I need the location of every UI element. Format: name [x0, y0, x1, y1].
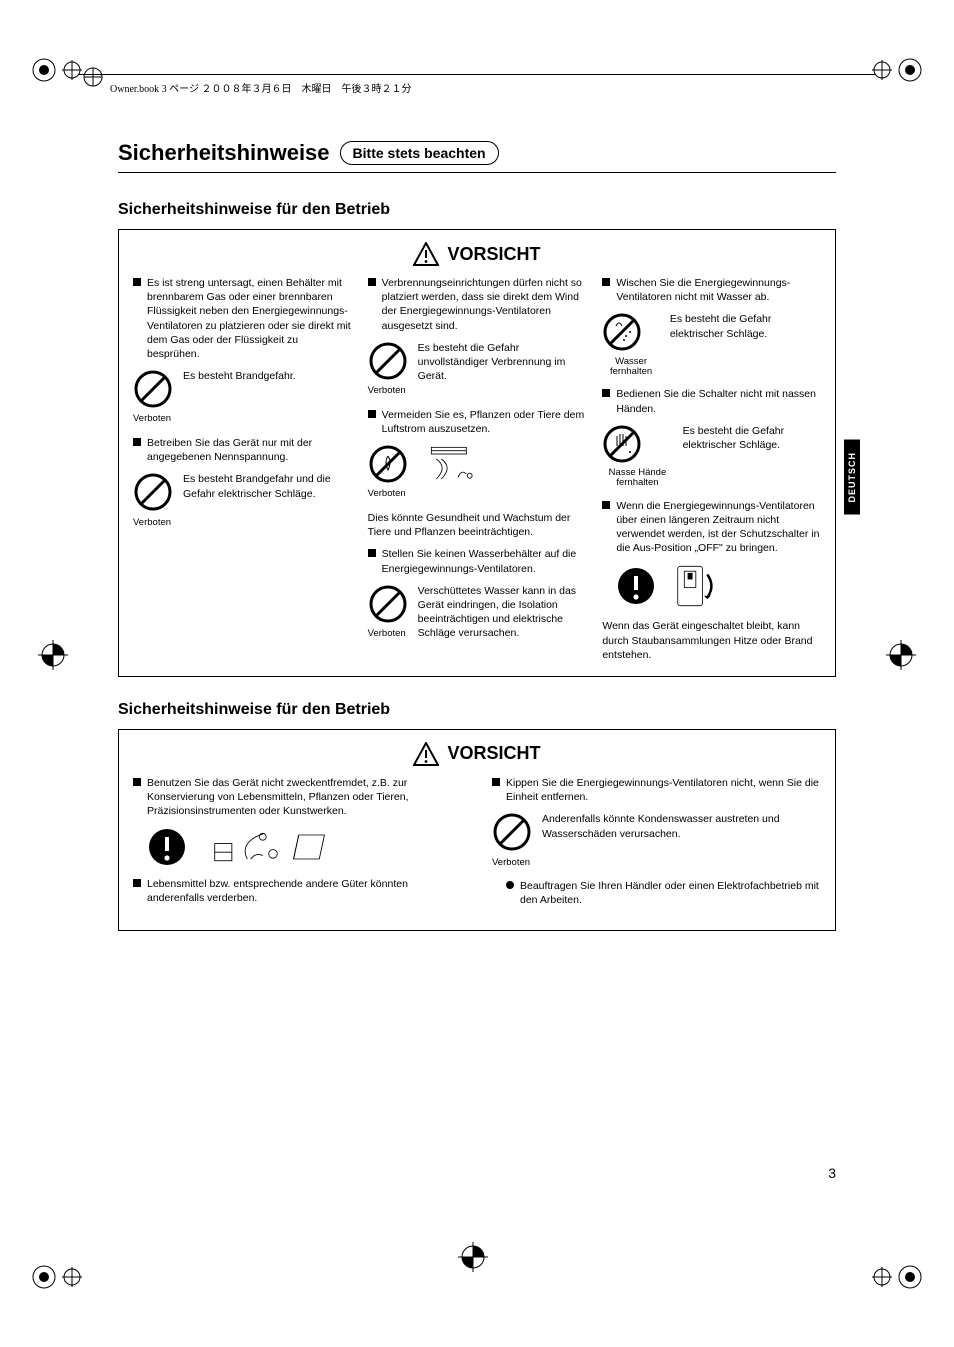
bullet-icon [602, 389, 610, 397]
s1c3-i2-note: Es besteht die Gefahr elektrischer Schlä… [683, 424, 821, 452]
bullet-icon [133, 879, 141, 887]
s2r-i1-note: Anderenfalls könnte Kondenswasser austre… [542, 812, 821, 840]
mandatory-icon [616, 566, 656, 606]
crop-mark-icon [872, 1259, 922, 1289]
warning-triangle-icon [413, 742, 439, 766]
wet-hands-caption: Nasse Hände fernhalten [602, 468, 672, 489]
s2r-i2: Beauftragen Sie Ihren Händler oder einen… [520, 879, 821, 907]
verboten-label: Verboten [368, 385, 408, 398]
registration-mark-icon [458, 1242, 488, 1277]
s2l-i2: Lebensmittel bzw. entsprechende andere G… [147, 877, 462, 905]
prohibited-plant-icon [368, 444, 408, 484]
title-text: Sicherheitshinweise [118, 140, 330, 166]
section1-box: VORSICHT Es ist streng untersagt, einen … [118, 229, 836, 677]
crop-mark-icon [32, 58, 82, 88]
s1c1-i2-note: Es besteht Brandgefahr und die Gefahr el… [183, 472, 352, 500]
no-water-icon [602, 312, 642, 352]
section2-box: VORSICHT Benutzen Sie das Gerät nicht zw… [118, 729, 836, 931]
no-wet-hands-icon [602, 424, 642, 464]
fan-plant-animal-icon [428, 444, 478, 484]
verboten-label: Verboten [133, 413, 173, 426]
bullet-icon [368, 278, 376, 286]
s1c2-i1: Verbrennungseinrichtungen dürfen nicht s… [382, 276, 587, 333]
bullet-round-icon [506, 881, 514, 889]
caution-word: VORSICHT [447, 743, 540, 764]
bullet-icon [368, 410, 376, 418]
s1c2-i1-note: Es besteht die Gefahr unvollständiger Ve… [418, 341, 587, 384]
prohibited-icon [133, 369, 173, 409]
prohibited-icon [133, 472, 173, 512]
verboten-label: Verboten [492, 857, 532, 870]
s1c3-i1-note: Es besteht die Gefahr elektrischer Schlä… [670, 312, 821, 340]
s1c1-i1-note: Es besteht Brandgefahr. [183, 369, 296, 383]
section1-col2: Verbrennungseinrichtungen dürfen nicht s… [368, 276, 587, 662]
running-header: Owner.book 3 ページ ２００８年３月６日 木曜日 午後３時２１分 [110, 80, 411, 95]
bullet-icon [602, 278, 610, 286]
registration-mark-icon [38, 640, 68, 675]
prohibited-icon [368, 341, 408, 381]
s1c3-i1: Wischen Sie die Energiegewinnungs-Ventil… [616, 276, 821, 304]
section2-left: Benutzen Sie das Gerät nicht zweckentfre… [133, 776, 462, 916]
bullet-icon [602, 501, 610, 509]
section1-col1: Es ist streng untersagt, einen Behälter … [133, 276, 352, 662]
caution-heading: VORSICHT [133, 242, 821, 266]
s2r-i1: Kippen Sie die Energiegewinnungs-Ventila… [506, 776, 821, 804]
section1-col3: Wischen Sie die Energiegewinnungs-Ventil… [602, 276, 821, 662]
s1c2-i2-note: Dies könnte Gesundheit und Wachstum der … [368, 511, 587, 539]
header-rule [78, 74, 876, 75]
bullet-icon [368, 549, 376, 557]
water-away-caption: Wasser fernhalten [602, 357, 659, 378]
s1c3-i3-note: Wenn das Gerät eingeschaltet bleibt, kan… [602, 619, 821, 662]
language-tab: DEUTSCH [844, 440, 860, 515]
breaker-switch-icon [674, 563, 716, 609]
bullet-icon [133, 778, 141, 786]
s1c1-i1: Es ist streng untersagt, einen Behälter … [147, 276, 352, 361]
verboten-label: Verboten [368, 628, 408, 641]
book-spine-icon [82, 66, 104, 93]
verboten-label: Verboten [133, 517, 173, 530]
warning-triangle-icon [413, 242, 439, 266]
bullet-icon [492, 778, 500, 786]
s1c3-i2: Bedienen Sie die Schalter nicht mit nass… [616, 387, 821, 415]
bullet-icon [133, 438, 141, 446]
caution-heading: VORSICHT [133, 742, 821, 766]
crop-mark-icon [32, 1259, 82, 1289]
verboten-label: Verboten [368, 488, 408, 501]
section2-right: Kippen Sie die Energiegewinnungs-Ventila… [492, 776, 821, 916]
section2-title: Sicherheitshinweise für den Betrieb [118, 701, 836, 719]
title-pill: Bitte stets beachten [340, 141, 499, 165]
food-plant-art-icon [213, 827, 333, 867]
s1c3-i3: Wenn die Energiegewinnungs-Ventilatoren … [616, 499, 821, 556]
bullet-icon [133, 278, 141, 286]
s1c2-i2: Vermeiden Sie es, Pflanzen oder Tiere de… [382, 408, 587, 436]
s1c2-i3: Stellen Sie keinen Wasserbehälter auf di… [382, 547, 587, 575]
prohibited-icon [368, 584, 408, 624]
page-title: Sicherheitshinweise Bitte stets beachten [118, 140, 836, 173]
s2l-i1: Benutzen Sie das Gerät nicht zweckentfre… [147, 776, 462, 819]
section1-title: Sicherheitshinweise für den Betrieb [118, 201, 836, 219]
page-number: 3 [828, 1165, 836, 1181]
registration-mark-icon [886, 640, 916, 675]
prohibited-icon [492, 812, 532, 852]
mandatory-icon [147, 827, 187, 867]
s1c2-i3-note: Verschüttetes Wasser kann in das Gerät e… [418, 584, 587, 641]
crop-mark-icon [872, 58, 922, 88]
s1c1-i2: Betreiben Sie das Gerät nur mit der ange… [147, 436, 352, 464]
caution-word: VORSICHT [447, 244, 540, 265]
